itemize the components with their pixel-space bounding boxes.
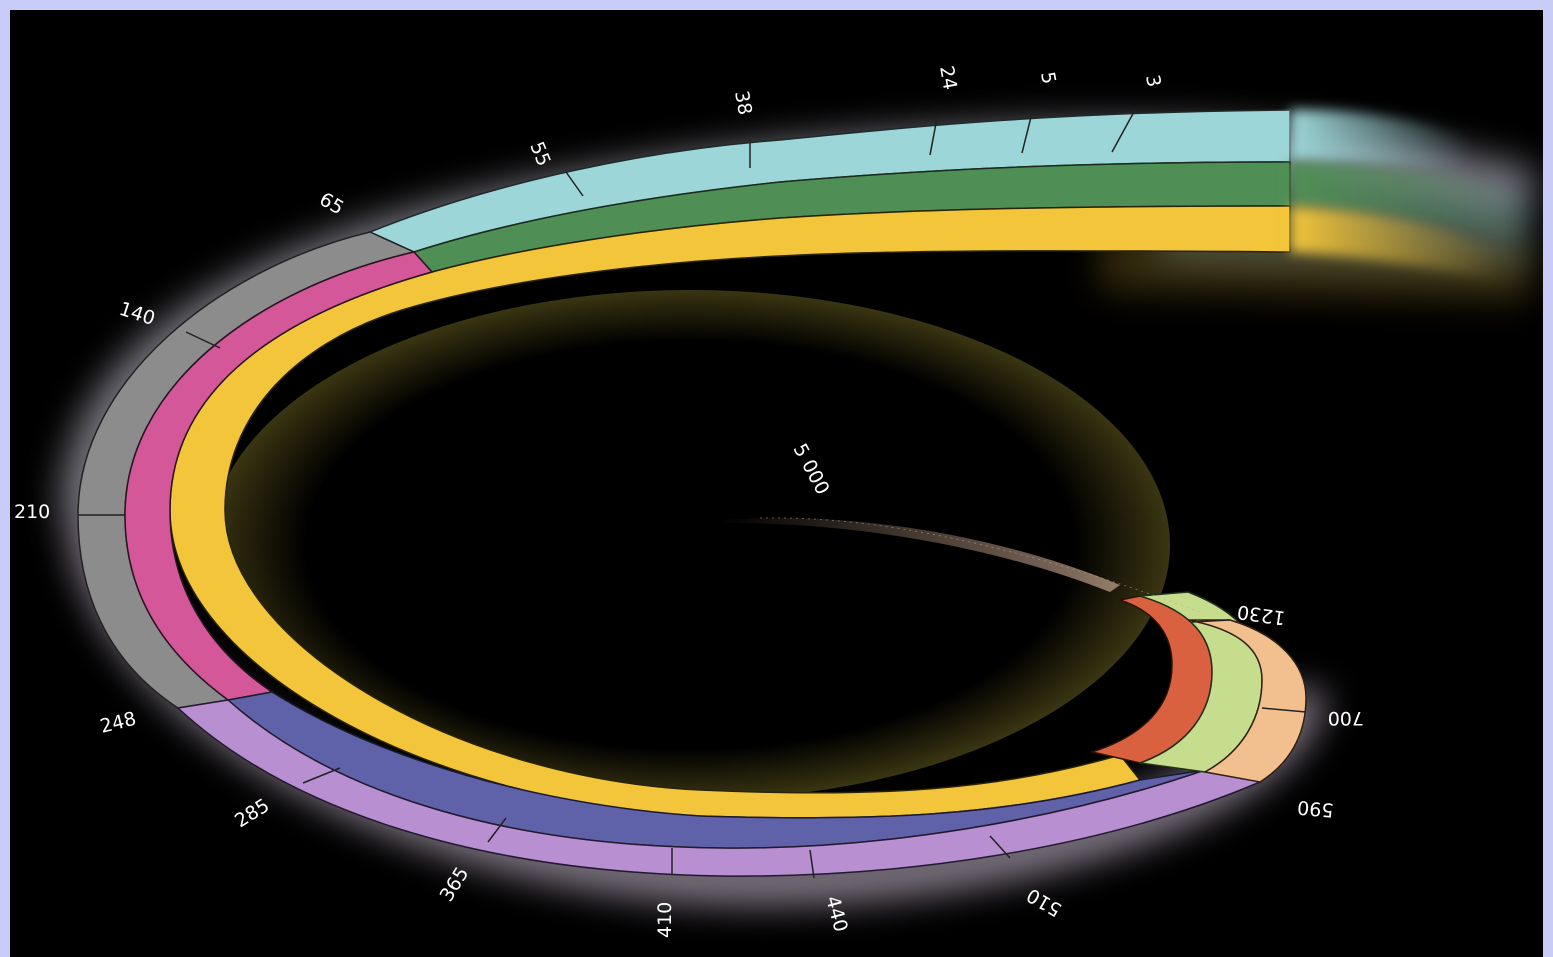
label-210: 210 xyxy=(14,501,50,523)
label-3: 3 xyxy=(1141,73,1165,89)
label-510: 510 xyxy=(1023,884,1065,921)
label-24: 24 xyxy=(935,64,961,92)
spiral-tail-lines xyxy=(759,517,1201,613)
band-peach xyxy=(1187,619,1307,783)
label-55: 55 xyxy=(525,139,554,170)
label-590: 590 xyxy=(1296,796,1334,821)
diagram-canvas: 5 000 65 55 38 24 5 3 140 210 248 285 36… xyxy=(10,10,1543,957)
label-5: 5 xyxy=(1036,70,1060,86)
label-65: 65 xyxy=(316,188,348,219)
label-700: 700 xyxy=(1328,707,1364,729)
label-285: 285 xyxy=(231,794,273,832)
label-365: 365 xyxy=(436,863,474,905)
band-yellow xyxy=(169,205,1500,819)
spiral-diagram: 5 000 65 55 38 24 5 3 140 210 248 285 36… xyxy=(14,64,1539,938)
label-410: 410 xyxy=(654,902,676,938)
label-140: 140 xyxy=(116,298,157,330)
label-248: 248 xyxy=(98,708,139,738)
label-38: 38 xyxy=(730,89,756,117)
inner-glow xyxy=(210,290,1170,800)
spiral-tail xyxy=(720,517,1120,592)
segment-dividers xyxy=(78,109,1307,879)
